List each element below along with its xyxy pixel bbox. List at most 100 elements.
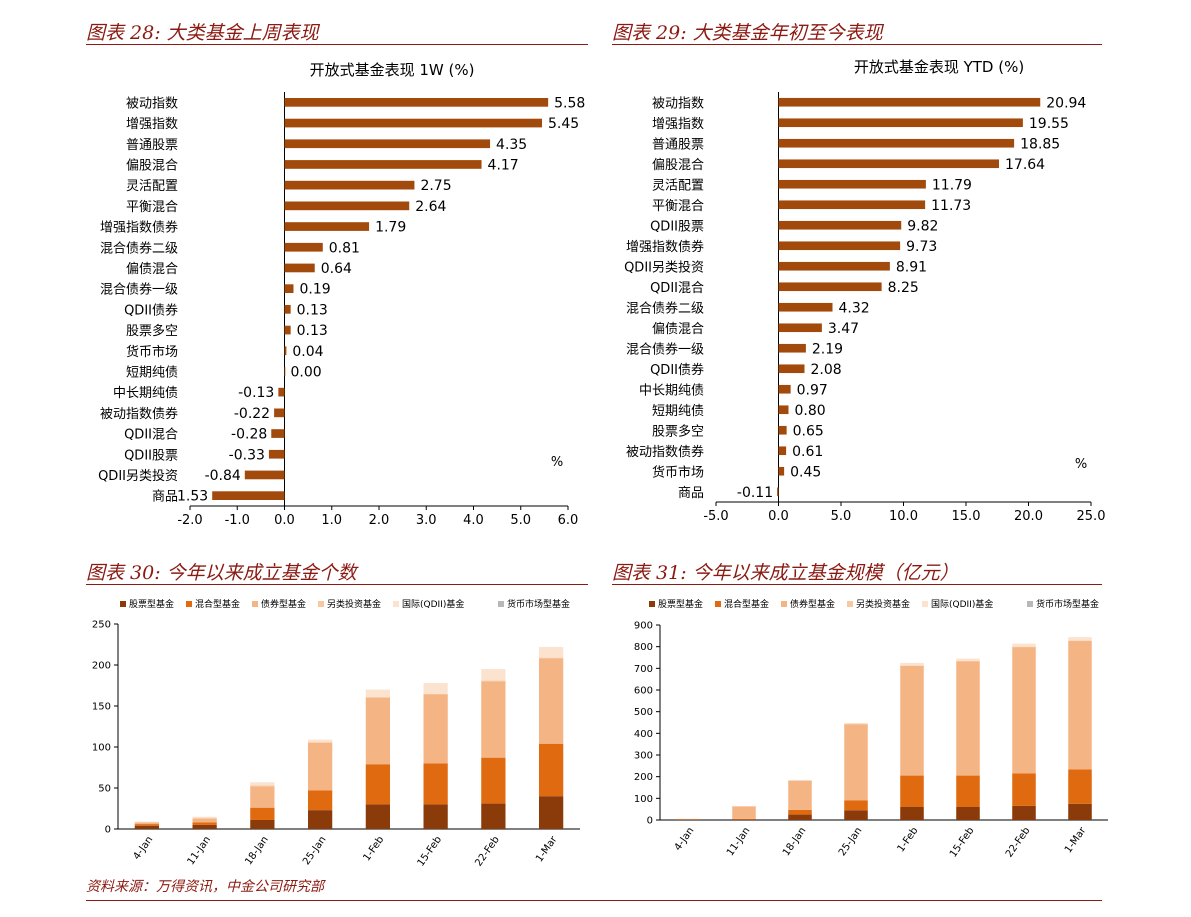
x-tick-label: 1-Mar [1063, 825, 1089, 856]
stack-segment [307, 810, 333, 829]
bar [778, 405, 789, 415]
stacked-chart-size: 股票型基金 混合型基金 债券型基金 另类投资基金 国际(QDII)基金 货币市场型基金 0 1… [634, 598, 1108, 860]
bar [778, 425, 787, 435]
stack-segment [538, 657, 564, 659]
legend-swatch [393, 601, 399, 607]
category-label: 货币市场 [652, 464, 704, 480]
category-label: 增强指数 [652, 117, 704, 132]
legend-entry: 另类投资基金 [327, 598, 381, 610]
figure-title-30: 图表 30: 今年以来成立基金个数 [86, 562, 357, 584]
data-label: 19.55 [1029, 116, 1069, 132]
bar [778, 302, 833, 312]
stack-segment [1012, 805, 1036, 820]
category-label: 偏债混合 [652, 322, 704, 337]
chart-title: 开放式基金表现 1W (%) [310, 61, 475, 79]
x-tick-label: 6.0 [558, 513, 579, 528]
x-tick-label: 3.0 [416, 513, 437, 528]
data-label: 5.45 [548, 116, 579, 132]
category-label: QDII混合 [124, 428, 178, 443]
stack-segment [307, 739, 333, 743]
stack-segment [134, 821, 160, 823]
stack-segment [956, 807, 980, 820]
stack-segment [307, 790, 333, 811]
stack-segment [192, 824, 217, 829]
stack-segment [192, 818, 217, 823]
data-label: 0.97 [797, 382, 828, 398]
data-label: 0.04 [292, 344, 323, 360]
stack-segment [423, 693, 448, 695]
data-label: 1.79 [375, 220, 406, 236]
data-label: 0.13 [297, 323, 328, 339]
category-label: 混合债券一级 [100, 282, 178, 298]
stack-segment [134, 822, 160, 825]
stack-segment [250, 786, 275, 808]
data-label: 9.82 [907, 218, 938, 234]
bar [778, 200, 926, 210]
bar [778, 159, 999, 169]
y-tick-label: 100 [92, 743, 111, 754]
stack-segment [732, 819, 756, 820]
stack-segment [732, 806, 756, 819]
stack-segment [481, 757, 506, 804]
chart-title: 开放式基金表现 YTD (%) [854, 58, 1024, 76]
data-label: 5.58 [554, 95, 585, 111]
bar [778, 118, 1023, 128]
x-tick-label: 1-Feb [896, 825, 921, 854]
x-tick-label: 25.0 [1077, 509, 1106, 524]
y-tick-label: 200 [92, 661, 111, 672]
stack-segment [365, 697, 391, 765]
legend-entry: 混合型基金 [195, 598, 240, 610]
stack-segment [1012, 773, 1036, 806]
category-label: 灵活配置 [126, 179, 178, 194]
stack-segment [538, 743, 564, 797]
bar [278, 387, 285, 397]
bar [284, 98, 549, 107]
stack-segment [481, 681, 506, 758]
data-label: 17.64 [1005, 157, 1045, 173]
stack-segment [481, 803, 506, 829]
category-label: QDII另类投资 [624, 259, 704, 275]
bar [284, 346, 287, 356]
stack-segment [481, 680, 506, 682]
x-tick-label: 10.0 [889, 509, 918, 524]
stack-segment [956, 661, 980, 776]
category-label: 股票多空 [126, 323, 178, 339]
category-label: 普通股票 [652, 137, 704, 152]
category-label: 偏股混合 [126, 158, 178, 173]
x-tick-label: -5.0 [703, 509, 728, 524]
legend-entry: 债券型基金 [261, 598, 306, 610]
x-tick-label: 5.0 [831, 509, 852, 524]
bar [778, 97, 1041, 107]
x-tick-label: 11-Jan [725, 825, 753, 858]
stack-segment [365, 696, 391, 698]
stack-segment [900, 775, 924, 807]
stack-segment [423, 763, 448, 805]
data-label: 0.61 [792, 444, 823, 460]
legend-swatch [318, 601, 324, 607]
stack-segment [538, 658, 564, 744]
data-label: -0.84 [205, 468, 241, 484]
category-label: 被动指数债券 [100, 406, 178, 422]
category-label: 增强指数债券 [100, 220, 178, 236]
stack-segment [788, 781, 812, 810]
bar [778, 446, 787, 456]
legend-entry: 混合型基金 [724, 598, 769, 610]
hbar-chart-1w: 开放式基金表现 1W (%) -2.0 -1.0 0.0 1.0 2.0 3.0 4.0 5.0… [98, 61, 585, 528]
category-label: 普通股票 [126, 138, 178, 153]
stack-segment [1068, 641, 1092, 770]
stack-segment [307, 742, 333, 743]
stack-segment [1068, 769, 1092, 804]
category-label: QDII股票 [650, 219, 704, 234]
x-tick-label: 1-Feb [361, 834, 386, 863]
y-tick-label: 500 [634, 707, 653, 718]
category-label: 被动指数 [126, 96, 178, 111]
bar [778, 343, 806, 353]
bar [284, 139, 491, 149]
data-label: 0.81 [329, 240, 360, 256]
category-label: 货币市场 [126, 344, 178, 360]
stack-segment [900, 665, 924, 776]
x-tick-label: 22-Feb [473, 834, 502, 868]
x-tick-label: 0.0 [768, 509, 789, 524]
title-rule-30 [86, 584, 588, 585]
stack-segment [788, 814, 812, 820]
